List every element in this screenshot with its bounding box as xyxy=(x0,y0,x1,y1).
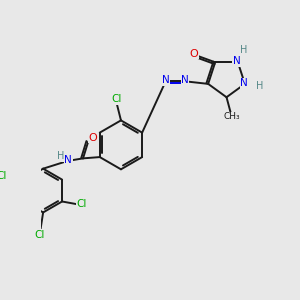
Text: H: H xyxy=(240,45,247,55)
Text: O: O xyxy=(88,133,97,143)
Text: CH₃: CH₃ xyxy=(224,112,240,121)
Text: H: H xyxy=(58,151,65,161)
Text: N: N xyxy=(64,155,72,165)
Text: H: H xyxy=(256,81,264,91)
Text: O: O xyxy=(189,49,198,58)
Text: N: N xyxy=(181,75,189,85)
Text: Cl: Cl xyxy=(34,230,45,240)
Text: Cl: Cl xyxy=(77,199,87,209)
Text: Cl: Cl xyxy=(111,94,122,104)
Text: N: N xyxy=(233,56,241,66)
Text: N: N xyxy=(162,75,170,85)
Text: Cl: Cl xyxy=(0,171,7,181)
Text: N: N xyxy=(240,78,248,88)
